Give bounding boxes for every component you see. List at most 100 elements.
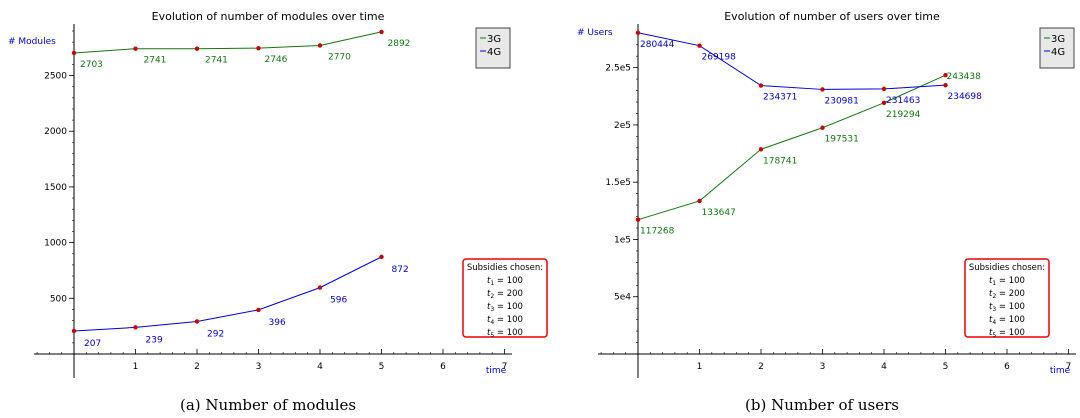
data-point (194, 319, 200, 324)
data-point (133, 46, 138, 51)
data-point (758, 83, 764, 88)
figure-caption: (b) Number of users (745, 396, 899, 414)
subsidy-item: t1 = 100 (989, 276, 1025, 287)
x-axis-label: time (486, 366, 507, 376)
data-point (133, 325, 138, 330)
subsidy-item: t5 = 100 (487, 328, 523, 339)
series-line-3G (637, 74, 946, 221)
subsidies-box (964, 258, 1050, 338)
data-point (697, 43, 702, 48)
data-label: 243438 (947, 72, 982, 82)
chart-panel-2: Evolution of number of users over time 1 2… (577, 10, 1076, 414)
y-tick-label: 2e5 (614, 121, 631, 131)
subsidy-item: t3 = 100 (487, 302, 523, 313)
x-tick-label: 7 (502, 362, 508, 372)
data-label: 872 (392, 265, 409, 275)
y-tick-label: 2.5e5 (605, 64, 631, 74)
y-tick-label: 1.5e5 (605, 178, 631, 188)
subsidies-title: Subsidies chosen: (467, 263, 543, 273)
data-point (697, 198, 702, 204)
series-line-3G (73, 31, 382, 54)
y-tick-label: 1e5 (614, 235, 631, 245)
data-label: 117268 (640, 227, 675, 237)
data-label: 197531 (825, 135, 859, 145)
x-tick-label: 5 (379, 362, 385, 372)
data-point (379, 29, 384, 35)
data-label: 2892 (388, 39, 411, 49)
series-line-4G (73, 256, 382, 332)
data-label: 596 (330, 296, 347, 306)
y-tick-label: 2000 (44, 127, 67, 137)
legend-label: 3G (487, 34, 501, 45)
subsidies-title: Subsidies chosen: (969, 263, 1045, 273)
data-label: 234371 (763, 93, 797, 103)
data-point (379, 254, 384, 260)
data-label: 2703 (80, 60, 103, 70)
data-label: 292 (207, 329, 224, 339)
data-point (635, 30, 641, 35)
data-label: 239 (146, 335, 163, 345)
data-point (758, 147, 764, 152)
data-point (194, 46, 200, 51)
data-label: 234698 (948, 92, 983, 102)
data-point (943, 82, 948, 88)
x-tick-label: 4 (317, 362, 323, 372)
data-label: 280444 (640, 40, 675, 50)
legend-box (475, 27, 511, 69)
x-tick-label: 1 (133, 362, 139, 372)
data-label: 230981 (825, 96, 859, 106)
data-label: 178741 (763, 156, 797, 166)
data-label: 2746 (265, 55, 288, 65)
y-tick-label: 1000 (44, 239, 67, 249)
legend-label: 4G (1051, 47, 1065, 58)
y-tick-label: 2500 (44, 72, 67, 82)
x-tick-label: 3 (820, 362, 826, 372)
data-label: 269198 (702, 53, 737, 63)
data-label: 2770 (328, 52, 351, 62)
y-tick-label: 500 (50, 294, 67, 304)
data-point (71, 328, 77, 334)
data-point (71, 50, 77, 56)
x-tick-label: 1 (697, 362, 703, 372)
subsidy-item: t3 = 100 (989, 302, 1025, 313)
data-point (881, 100, 887, 106)
y-tick-label: 1500 (44, 183, 67, 193)
data-label: 219294 (886, 110, 921, 120)
x-tick-label: 6 (1004, 362, 1010, 372)
data-point (820, 125, 825, 130)
subsidy-item: t2 = 200 (487, 289, 523, 300)
y-tick-label: 5e4 (614, 293, 631, 303)
data-label: 207 (84, 339, 101, 349)
data-point (256, 45, 261, 51)
data-point (943, 72, 948, 78)
y-axis-label: # Modules (8, 37, 56, 47)
y-axis-label: # Users (577, 28, 613, 38)
chart-title: Evolution of number of modules over time (152, 10, 385, 23)
x-tick-label: 5 (943, 362, 949, 372)
legend-label: 3G (1051, 34, 1065, 45)
x-tick-label: 7 (1066, 362, 1072, 372)
series-line-4G (637, 32, 946, 90)
subsidy-item: t4 = 100 (989, 315, 1025, 326)
x-tick-label: 4 (881, 362, 887, 372)
data-point (635, 217, 641, 222)
subsidy-item: t4 = 100 (487, 315, 523, 326)
data-point (881, 86, 887, 92)
data-point (317, 43, 323, 48)
chart-title: Evolution of number of users over time (724, 10, 940, 23)
x-tick-label: 3 (256, 362, 262, 372)
x-axis-label: time (1050, 366, 1071, 376)
data-point (256, 307, 261, 313)
data-label: 2741 (205, 56, 228, 66)
data-point (317, 285, 323, 290)
data-label: 231463 (886, 96, 920, 106)
subsidies-box (462, 258, 548, 338)
x-tick-label: 2 (758, 362, 764, 372)
data-label: 133647 (702, 208, 736, 218)
subsidy-item: t5 = 100 (989, 328, 1025, 339)
figure-caption: (a) Number of modules (180, 396, 356, 414)
data-label: 396 (269, 318, 286, 328)
subsidy-item: t2 = 200 (989, 289, 1025, 300)
